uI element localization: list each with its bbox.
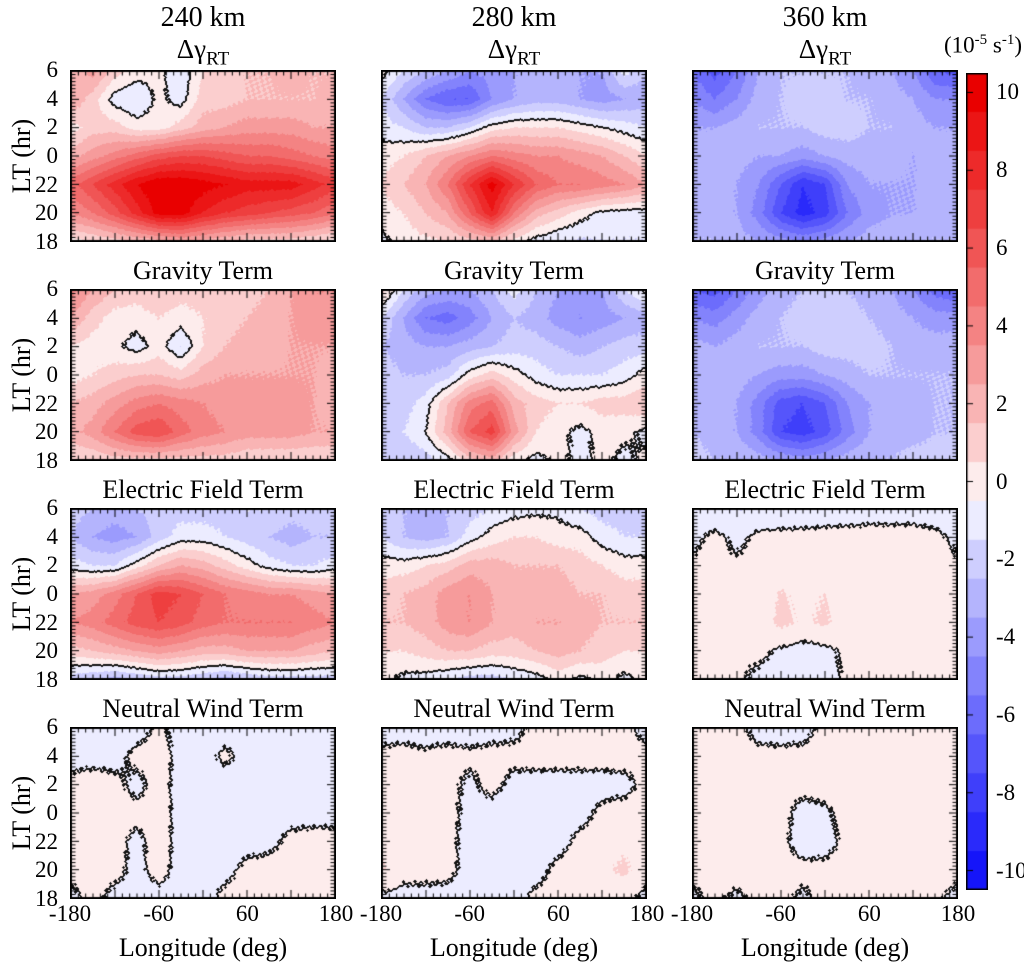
colorbar-tick-label: 10 xyxy=(996,79,1019,105)
contour-panel-r2c1 xyxy=(70,289,336,461)
y-tick-label: 4 xyxy=(46,742,59,768)
y-tick-label: 20 xyxy=(35,200,58,226)
x-tick-label: 180 xyxy=(629,901,665,926)
x-tick-label: 180 xyxy=(940,901,976,926)
y-tick-label: 4 xyxy=(46,304,59,330)
y-tick-label: 2 xyxy=(46,114,59,140)
y-tick-label: 22 xyxy=(35,609,58,635)
y-tick-label: 6 xyxy=(46,276,59,301)
y-tick-label: 18 xyxy=(35,448,58,473)
y-tick-label: 6 xyxy=(46,495,59,520)
contour-panel-r2c2 xyxy=(381,289,647,461)
contour-panel-r1c1 xyxy=(70,70,336,242)
y-tick-label: 2 xyxy=(46,552,59,578)
contour-panel-r4c2 xyxy=(381,727,647,899)
contour-panel-r2c3 xyxy=(692,289,958,461)
x-tick-label: -180 xyxy=(670,901,714,926)
row-title: Electric Field Term xyxy=(413,475,615,504)
y-tick-label: 18 xyxy=(35,886,58,911)
colorbar-tick-label: -8 xyxy=(996,779,1016,805)
y-axis-title: LT (hr) xyxy=(7,118,36,194)
colorbar-tick-label: -2 xyxy=(996,546,1016,572)
contour-panel-r3c3 xyxy=(692,508,958,680)
y-tick-label: 0 xyxy=(46,362,59,387)
y-tick-label: 22 xyxy=(35,171,58,197)
y-tick-label: 22 xyxy=(35,828,58,854)
panel-symbol-title: ΔγRT xyxy=(798,34,852,70)
panel-symbol-title: ΔγRT xyxy=(176,34,230,70)
y-tick-label: 18 xyxy=(35,229,58,254)
colorbar-tick-label: 8 xyxy=(996,157,1008,183)
colorbar-tick-label: 2 xyxy=(996,390,1008,416)
x-tick-label: 60 xyxy=(857,901,881,926)
colorbar-tick-label: 4 xyxy=(996,312,1008,338)
x-tick-label: -60 xyxy=(765,901,796,926)
y-tick-label: 2 xyxy=(46,333,59,359)
row-title: Electric Field Term xyxy=(102,475,304,504)
x-tick-label: 60 xyxy=(546,901,570,926)
row-title: Neutral Wind Term xyxy=(102,694,304,723)
colorbar-tick-label: -4 xyxy=(996,624,1016,650)
column-title: 280 km xyxy=(471,2,557,33)
colorbar xyxy=(966,73,988,890)
row-title: Gravity Term xyxy=(444,256,584,285)
y-tick-label: 18 xyxy=(35,667,58,692)
y-tick-label: 2 xyxy=(46,771,59,797)
row-title: Neutral Wind Term xyxy=(724,694,926,723)
contour-panel-r4c1 xyxy=(70,727,336,899)
panel-symbol-title: ΔγRT xyxy=(487,34,541,70)
contour-panel-r1c3 xyxy=(692,70,958,242)
y-tick-label: 6 xyxy=(46,57,59,82)
y-tick-label: 22 xyxy=(35,390,58,416)
colorbar-tick-label: -6 xyxy=(996,701,1016,727)
x-axis-title: Longitude (deg) xyxy=(740,933,910,962)
y-tick-label: 4 xyxy=(46,85,59,111)
y-tick-label: 20 xyxy=(35,638,58,664)
y-tick-label: 20 xyxy=(35,857,58,883)
y-tick-label: 4 xyxy=(46,523,59,549)
x-axis-title: Longitude (deg) xyxy=(429,933,599,962)
column-title: 240 km xyxy=(160,2,246,33)
row-title: Gravity Term xyxy=(133,256,273,285)
colorbar-tick-label: 6 xyxy=(996,235,1008,261)
row-title: Gravity Term xyxy=(755,256,895,285)
x-tick-label: -180 xyxy=(359,901,403,926)
row-title: Electric Field Term xyxy=(724,475,926,504)
contour-panel-r1c2 xyxy=(381,70,647,242)
colorbar-tick-label: 0 xyxy=(996,468,1008,494)
x-tick-label: -60 xyxy=(143,901,174,926)
row-title: Neutral Wind Term xyxy=(413,694,615,723)
colorbar-tick-label: -10 xyxy=(996,857,1024,883)
x-tick-label: 180 xyxy=(318,901,354,926)
x-tick-label: -180 xyxy=(48,901,92,926)
contour-panel-r4c3 xyxy=(692,727,958,899)
y-tick-label: 20 xyxy=(35,419,58,445)
y-tick-label: 0 xyxy=(46,581,59,606)
x-tick-label: -60 xyxy=(454,901,485,926)
contour-panel-r3c2 xyxy=(381,508,647,680)
x-tick-label: 60 xyxy=(235,901,259,926)
y-tick-label: 0 xyxy=(46,800,59,825)
x-axis-title: Longitude (deg) xyxy=(118,933,288,962)
colorbar-title: (10-5 s-1) xyxy=(943,32,1022,58)
y-axis-title: LT (hr) xyxy=(7,556,36,632)
y-axis-title: LT (hr) xyxy=(7,775,36,851)
y-axis-title: LT (hr) xyxy=(7,337,36,413)
y-tick-label: 0 xyxy=(46,143,59,168)
column-title: 360 km xyxy=(782,2,868,33)
contour-panel-r3c1 xyxy=(70,508,336,680)
y-tick-label: 6 xyxy=(46,714,59,739)
